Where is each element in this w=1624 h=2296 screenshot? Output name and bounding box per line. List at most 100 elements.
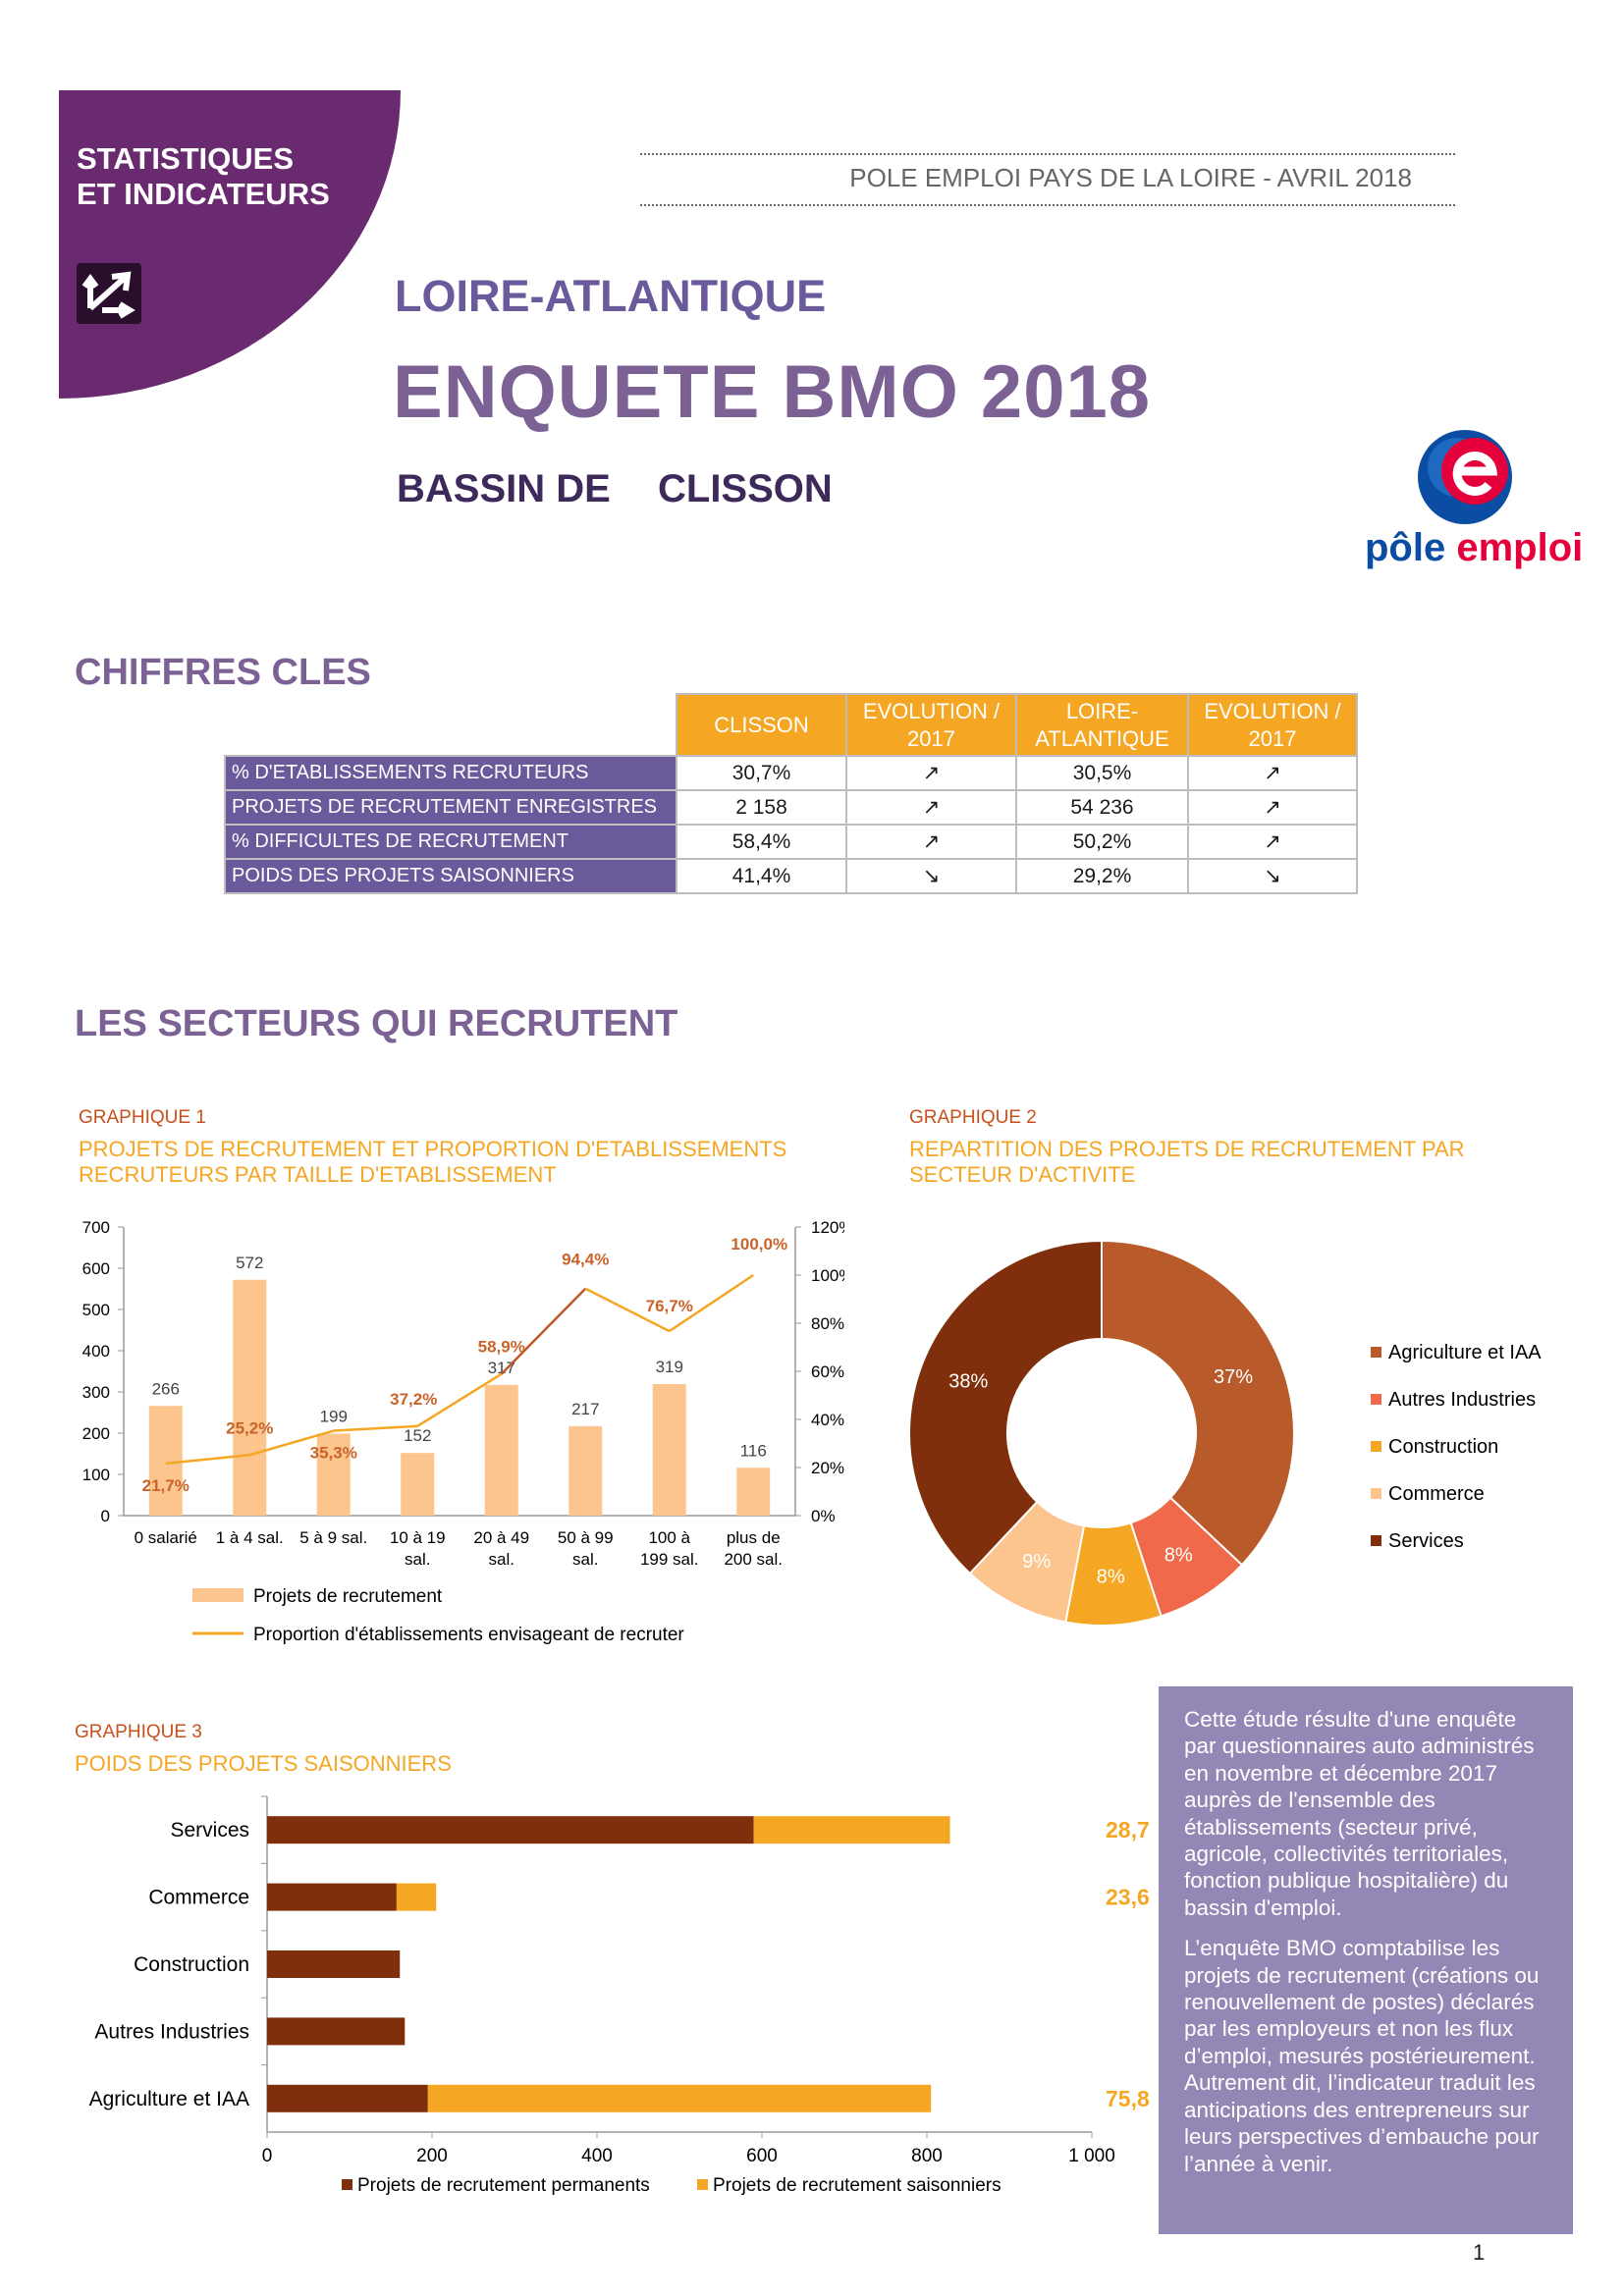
bar — [148, 1406, 183, 1516]
bar-data-label: 152 — [404, 1426, 431, 1445]
left-axis-tick-label: 200 — [82, 1424, 110, 1443]
survey-title: ENQUETE BMO 2018 — [393, 350, 1151, 434]
left-axis-tick-label: 400 — [82, 1342, 110, 1361]
trend-icon: ↗ — [1187, 755, 1358, 791]
bar-segment — [267, 2084, 428, 2112]
headline-rule-top — [640, 153, 1455, 155]
bar-segment — [267, 1883, 397, 1911]
x-axis-category-label: sal. — [572, 1550, 598, 1569]
header-evolution-local: EVOLUTION /2017 — [845, 693, 1017, 757]
cell-local-value: 41,4% — [676, 858, 847, 894]
line-segment — [500, 1287, 587, 1375]
x-axis-category-label: sal. — [405, 1550, 430, 1569]
right-axis-tick-label: 120% — [811, 1218, 844, 1237]
legend-swatch — [1371, 1441, 1381, 1452]
left-axis-tick-label: 700 — [82, 1218, 110, 1237]
bar-data-label: 266 — [152, 1379, 180, 1398]
left-axis-tick-label: 600 — [82, 1259, 110, 1278]
bar-segment — [267, 2017, 406, 2046]
pole-emploi-logo-text: pôle emploi — [1365, 526, 1583, 570]
legend-label: Projets de recrutement permanents — [357, 2175, 650, 2196]
cell-local-value: 30,7% — [676, 755, 847, 791]
slice-data-label: 37% — [1214, 1366, 1253, 1388]
info-box: Cette étude résulte d'une enquête par qu… — [1159, 1686, 1573, 2234]
x-axis-category-label: 100 à — [648, 1528, 690, 1547]
arrows-icon — [77, 263, 141, 324]
y-axis-category-label: Construction — [134, 1953, 249, 1976]
bar-data-label: 217 — [571, 1400, 599, 1418]
x-axis-category-label: 10 à 19 — [390, 1528, 446, 1547]
header-corner-band — [59, 90, 401, 399]
line-segment — [584, 1287, 671, 1333]
graph2-chart: 37% 8% 8% 9% 38% Agriculture et IAA Autres Ind… — [908, 1239, 1542, 1627]
table-row: POIDS DES PROJETS SAISONNIERS 41,4% ↘ 29… — [224, 858, 1358, 894]
donut-slice — [1101, 1239, 1295, 1567]
line-data-label: 35,3% — [310, 1444, 357, 1463]
legend-label: Services — [1388, 1530, 1464, 1552]
trend-icon: ↗ — [1187, 824, 1358, 860]
header-department: LOIRE- ATLANTIQUE — [1015, 693, 1189, 757]
headline: POLE EMPLOI PAYS DE LA LOIRE - AVRIL 201… — [849, 163, 1412, 192]
section-title-sectors: LES SECTEURS QUI RECRUTENT — [75, 1003, 678, 1044]
pole-emploi-logo-icon — [1418, 430, 1512, 524]
key-figures-table: CLISSON EVOLUTION /2017 LOIRE- ATLANTIQUE… — [224, 693, 1358, 894]
bar-segment — [396, 1883, 437, 1911]
cell-department-value: 54 236 — [1015, 789, 1189, 826]
bar-segment — [267, 1816, 754, 1844]
line-segment — [165, 1454, 250, 1466]
line-data-label: 76,7% — [646, 1297, 693, 1315]
line-data-label: 100,0% — [731, 1235, 787, 1254]
x-axis-category-label: 199 sal. — [640, 1550, 699, 1569]
table-row: PROJETS DE RECRUTEMENT ENREGISTRES 2 158… — [224, 789, 1358, 826]
logo-word-1: pôle — [1365, 526, 1446, 569]
x-axis-category-label: plus de — [727, 1528, 781, 1547]
key-figures-header-row: CLISSON EVOLUTION /2017 LOIRE- ATLANTIQUE… — [225, 693, 1358, 757]
row-label: % D'ETABLISSEMENTS RECRUTEURS — [224, 755, 677, 791]
legend-label: Commerce — [1388, 1483, 1485, 1505]
line-data-label: 94,4% — [562, 1251, 609, 1269]
right-axis-tick-label: 0% — [811, 1507, 836, 1525]
line-data-label: 37,2% — [390, 1390, 437, 1409]
legend-label: Agriculture et IAA — [1388, 1342, 1542, 1363]
bar-data-label: 116 — [740, 1441, 767, 1460]
line-segment — [333, 1424, 418, 1432]
right-axis-tick-label: 40% — [811, 1411, 844, 1429]
slice-data-label: 38% — [948, 1370, 988, 1392]
graph3-title: POIDS DES PROJETS SAISONNIERS — [75, 1751, 452, 1776]
legend-label: Projets de recrutement saisonniers — [713, 2175, 1001, 2196]
legend-swatch — [1371, 1535, 1381, 1546]
donut-slice — [908, 1239, 1103, 1575]
line-data-label: 58,9% — [478, 1338, 525, 1357]
legend-bar-label: Projets de recrutement — [253, 1586, 443, 1607]
row-label: PROJETS DE RECRUTEMENT ENREGISTRES — [224, 789, 677, 826]
graph2-title-line2: SECTEUR D'ACTIVITE — [909, 1162, 1136, 1187]
slice-data-label: 8% — [1097, 1567, 1125, 1588]
header-department-l1: LOIRE- — [1065, 698, 1139, 723]
graph1-title-line2: RECRUTEURS PAR TAILLE D'ETABLISSEMENT — [79, 1162, 557, 1187]
line-data-label: 21,7% — [142, 1476, 189, 1495]
line-segment — [669, 1273, 754, 1333]
seasonal-share-label: 23,6% — [1106, 1885, 1149, 1910]
row-label: POIDS DES PROJETS SAISONNIERS — [224, 858, 677, 894]
header-local: CLISSON — [676, 693, 847, 757]
info-paragraph-1: Cette étude résulte d'une enquête par qu… — [1184, 1707, 1535, 1920]
header-evolution-department-l1: EVOLUTION / — [1204, 698, 1341, 723]
graph1-title: PROJETS DE RECRUTEMENT ET PROPORTION D'E… — [79, 1137, 786, 1188]
graph1-chart: 0 100 200 300 400 500 600 700 0% 20% 40% 60% 80% 100%… — [82, 1218, 844, 1645]
bar-segment — [267, 1950, 401, 1978]
page-number: 1 — [1473, 2240, 1486, 2265]
line-segment — [248, 1429, 335, 1457]
graph2-number: GRAPHIQUE 2 — [909, 1107, 1037, 1128]
line-data-label: 25,2% — [226, 1418, 273, 1437]
left-axis-tick-label: 500 — [82, 1301, 110, 1319]
header-evolution-local-l2: 2017 — [907, 725, 955, 751]
cell-department-value: 30,5% — [1015, 755, 1189, 791]
table-row: % DIFFICULTES DE RECRUTEMENT 58,4% ↗ 50,… — [224, 824, 1358, 860]
x-axis-tick-label: 800 — [911, 2146, 943, 2166]
line-segment — [416, 1372, 503, 1427]
seasonal-share-label: 28,7% — [1106, 1817, 1149, 1842]
slice-data-label: 9% — [1022, 1551, 1051, 1573]
x-axis-tick-label: 600 — [746, 2146, 778, 2166]
basin-label: BASSIN DE — [397, 467, 611, 510]
graph1-number: GRAPHIQUE 1 — [79, 1107, 206, 1128]
